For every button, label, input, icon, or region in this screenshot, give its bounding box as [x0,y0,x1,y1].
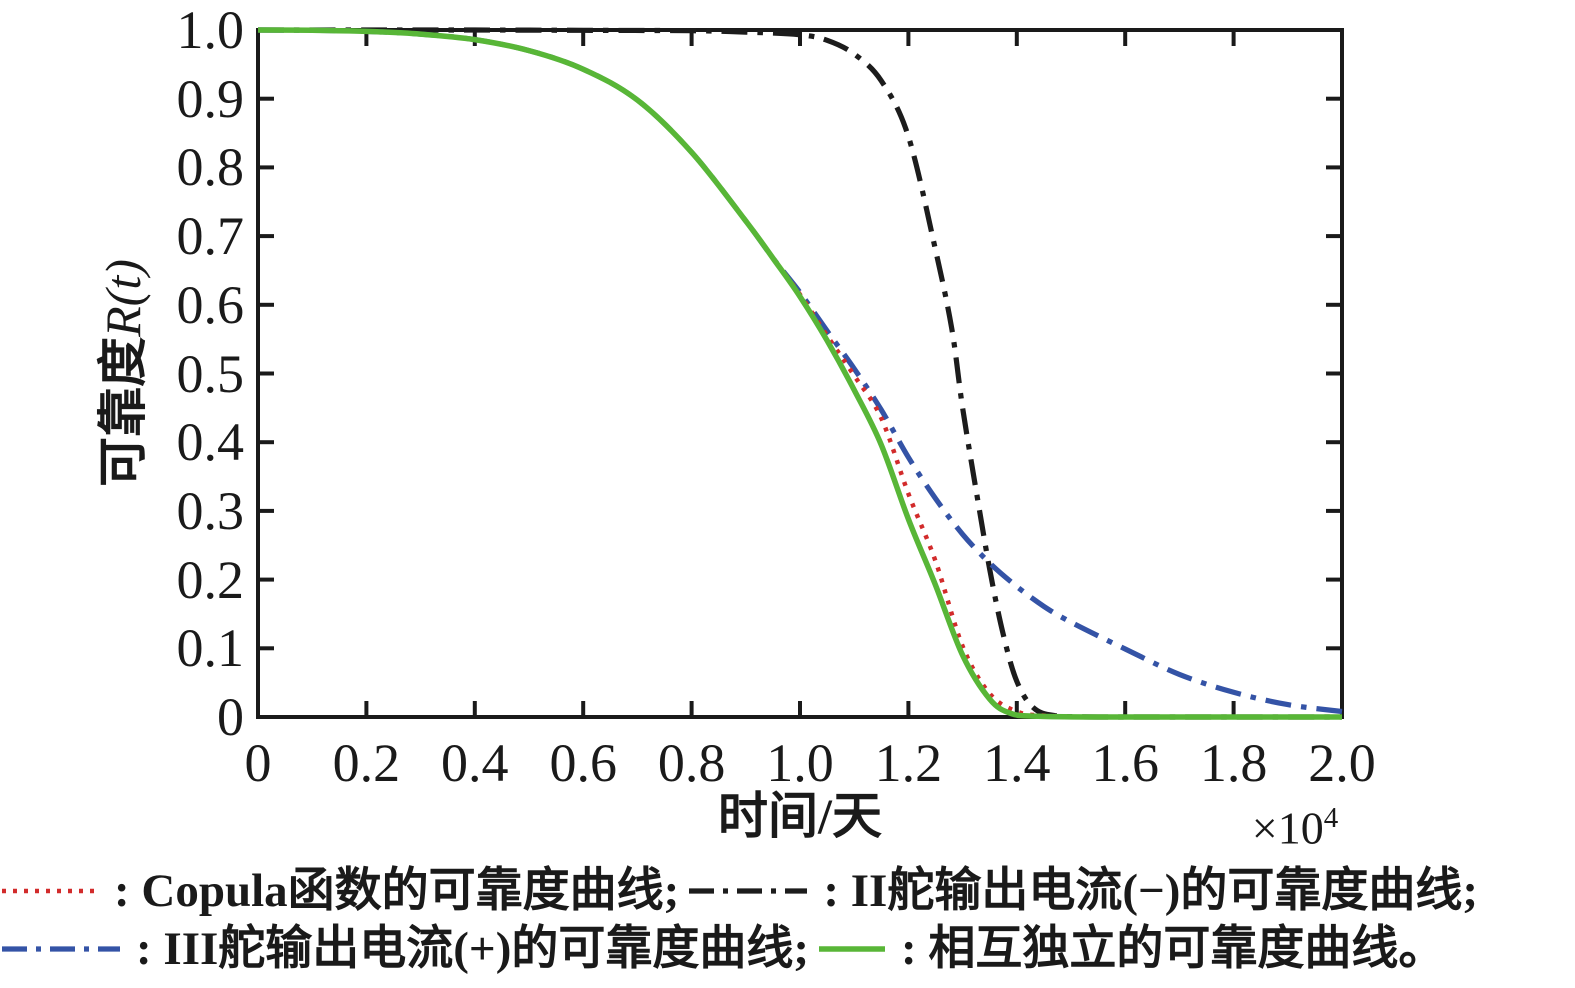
y-tick-label: 0.1 [176,618,245,679]
x-tick-label: 1.2 [874,733,943,793]
y-tick-label: 0.2 [176,549,245,610]
x-tick-label: 2.0 [1308,733,1376,793]
curve-copula [257,27,1342,720]
legend-swatch-rudder-iii-plus [2,946,120,952]
curve-independent [257,27,1342,720]
x-tick-label: 1.4 [983,733,1051,793]
plot-frame [256,28,1344,719]
x-tick-label: 1.0 [766,733,834,793]
legend-label-independent: : 相互独立的可靠度曲线。 [901,923,1446,975]
legend-label-copula: : Copula函数的可靠度曲线; [114,865,680,917]
x-tick-label: 1.8 [1199,733,1268,793]
legend-row: : III舵输出电流(+)的可靠度曲线; : 相互独立的可靠度曲线。 [2,920,1455,978]
x-axis-multiplier: ×104 [1195,792,1395,854]
x-tick-label: 0.8 [657,733,726,793]
legend-label-rudder-iii-plus: : III舵输出电流(+)的可靠度曲线; [136,923,810,975]
y-tick-label: 0.7 [176,206,245,267]
x-tick-label: 1.6 [1091,733,1159,793]
legend-swatch-independent [819,946,886,952]
x-tick-label: 0 [244,733,272,793]
y-tick-label: 1.0 [176,0,245,60]
y-axis-title-math: R(t) [95,259,151,337]
y-axis-title-text: 可靠度 [95,336,151,487]
x-tick-label: 0.4 [441,733,509,793]
y-tick-label: 0.9 [176,68,245,129]
legend-label-rudder-ii-minus: : II舵输出电流(−)的可靠度曲线; [823,865,1479,917]
y-tick-label: 0.8 [176,137,245,198]
legend-swatch-rudder-ii-minus [689,888,808,894]
x-tick-label: 0.6 [549,733,617,793]
y-tick-label: 0 [217,687,244,747]
y-axis-title: 可靠度R(t) [91,163,155,583]
x-axis-title: 时间/天 [718,788,882,844]
y-tick-label: 0.5 [176,343,245,404]
y-tick-label: 0.6 [176,274,245,335]
curve-rudder-iii-plus [257,27,1343,715]
x-axis-multiplier-base: ×10 [1251,802,1324,854]
x-tick-label: 0.2 [332,733,401,793]
y-tick-label: 0.4 [176,412,245,473]
legend-row: : Copula函数的可靠度曲线; : II舵输出电流(−)的可靠度曲线; [2,862,1488,920]
y-tick-label: 0.3 [176,480,245,541]
x-axis-multiplier-exponent: 4 [1323,802,1339,834]
curve-rudder-ii-minus [258,27,1342,720]
legend-swatch-copula [2,888,98,894]
